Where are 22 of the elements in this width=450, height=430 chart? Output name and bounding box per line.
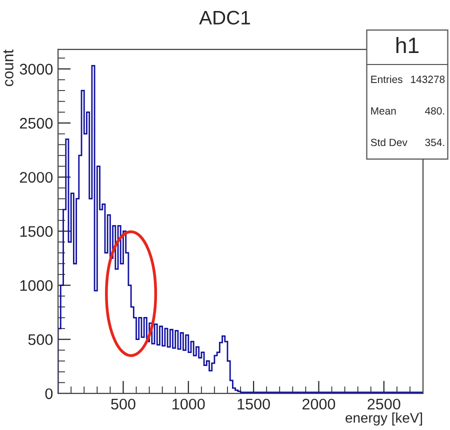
x-axis-title: energy [keV] xyxy=(346,412,422,426)
y-tick-label: 0 xyxy=(45,388,53,400)
text: 354. xyxy=(425,138,444,146)
y-tick-label: 1500 xyxy=(20,226,53,237)
annotation: h1 xyxy=(396,36,419,54)
annotation: Std Dev xyxy=(370,138,408,146)
annotation: Entries xyxy=(371,75,402,84)
x-tick-label: 1500 xyxy=(238,398,270,410)
text: 480. xyxy=(425,107,444,115)
chart-title: ADC1 xyxy=(199,10,250,25)
y-tick-label: 2000 xyxy=(20,172,53,183)
x-tick-label: 2000 xyxy=(302,398,336,410)
y-tick-label: 500 xyxy=(28,334,53,346)
y-axis-title: count xyxy=(3,50,14,86)
x-tick-label: 500 xyxy=(111,398,136,410)
annotation: Mean xyxy=(371,107,396,115)
x-tick-label: 1000 xyxy=(172,398,205,410)
x-tick-label: 2500 xyxy=(368,398,400,410)
y-tick-label: 2500 xyxy=(20,118,53,129)
annotation: 143278 xyxy=(411,76,445,84)
y-tick-label: 1000 xyxy=(20,280,53,291)
y-tick-label: 3000 xyxy=(20,64,53,75)
